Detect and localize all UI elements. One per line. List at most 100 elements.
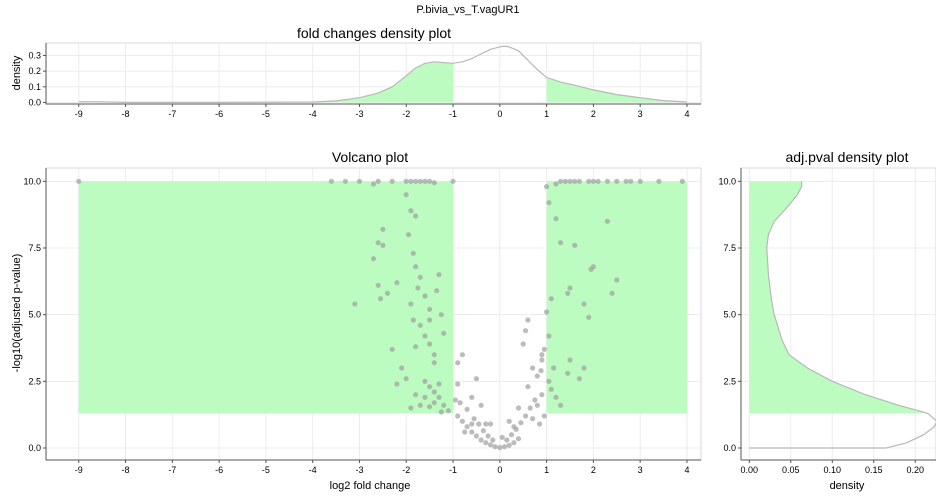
volcano-point: [427, 306, 433, 312]
volcano-point: [490, 437, 496, 443]
volcano-point: [492, 444, 498, 450]
volcano-point: [567, 285, 573, 291]
volcano-point: [370, 256, 377, 262]
volcano-point: [413, 178, 419, 184]
volcano-point: [520, 341, 526, 347]
volcano-point: [441, 330, 447, 336]
volcano-point: [572, 242, 578, 248]
volcano-x-tick-label: -2: [402, 465, 410, 475]
volcano-y-tick-label: 5.0: [28, 310, 41, 320]
volcano-point: [422, 378, 428, 384]
volcano-point: [576, 376, 583, 382]
volcano-point: [471, 416, 477, 422]
volcano-point: [614, 277, 620, 283]
volcano-point: [558, 240, 564, 246]
volcano-point: [352, 301, 358, 307]
volcano-point: [565, 290, 571, 296]
volcano-point: [399, 365, 405, 371]
volcano-y-tick-label: 2.5: [28, 376, 41, 386]
fold-density-y-tick-label: 0.3: [28, 51, 41, 61]
volcano-point: [480, 428, 486, 434]
fold-density-x-tick-label: 0: [497, 109, 502, 119]
volcano-point: [487, 442, 494, 448]
volcano-point: [581, 365, 587, 371]
volcano-point: [679, 178, 685, 184]
volcano-point: [417, 322, 423, 328]
volcano-point: [403, 178, 409, 184]
volcano-point: [459, 352, 465, 358]
volcano-point: [469, 394, 475, 400]
fold-density-y-tick-label: 0.1: [28, 82, 41, 92]
volcano-point: [455, 360, 461, 366]
fold-density-x-tick-label: -1: [449, 109, 457, 119]
volcano-x-tick-label: -7: [168, 465, 176, 475]
volcano-point: [572, 178, 578, 184]
volcano-point: [604, 178, 611, 184]
volcano-ylabel: -log10(adjusted p-value): [11, 254, 23, 373]
volcano-point: [501, 444, 508, 450]
volcano-point: [403, 376, 409, 382]
volcano-point: [546, 200, 552, 206]
volcano-point: [438, 312, 444, 318]
volcano-point: [427, 178, 433, 184]
fold-density-x-tick-label: -9: [75, 109, 83, 119]
volcano-point: [422, 178, 428, 184]
volcano-point: [567, 357, 573, 363]
pval-density-title: adj.pval density plot: [786, 149, 909, 165]
volcano-point: [590, 178, 597, 184]
volcano-point: [656, 178, 662, 184]
volcano-point: [413, 213, 419, 219]
volcano-point: [487, 421, 494, 427]
volcano-point: [389, 178, 395, 184]
volcano-point: [464, 424, 470, 430]
volcano-point: [538, 368, 544, 374]
volcano-point: [530, 416, 536, 422]
pval-density-xlabel: density: [830, 480, 865, 492]
volcano-point: [370, 181, 377, 187]
volcano-point: [614, 178, 620, 184]
volcano-point: [548, 296, 554, 302]
volcano-y-tick-label: 0.0: [28, 443, 41, 453]
volcano-point: [427, 341, 433, 347]
volcano-point: [523, 328, 529, 334]
volcano-point: [553, 181, 559, 187]
volcano-point: [403, 192, 409, 198]
volcano-point: [328, 178, 334, 184]
volcano-x-tick-label: 0: [497, 465, 502, 475]
volcano-point: [537, 421, 543, 427]
fold-density-x-tick-label: 3: [638, 109, 643, 119]
volcano-point: [485, 433, 491, 439]
volcano-point: [356, 178, 363, 184]
volcano-point: [408, 405, 414, 411]
volcano-point: [427, 317, 433, 323]
volcano-point: [469, 421, 475, 427]
volcano-point: [511, 440, 517, 446]
volcano-point: [455, 413, 461, 419]
volcano-point: [562, 178, 568, 184]
volcano-point: [515, 405, 522, 411]
volcano-point: [541, 413, 547, 419]
fold-density-x-tick-label: 4: [684, 109, 689, 119]
volcano-point: [375, 282, 381, 288]
pval-density-y-tick-label: 2.5: [723, 376, 736, 386]
volcano-x-tick-label: -9: [75, 465, 83, 475]
volcano-point: [604, 218, 611, 224]
volcano-point: [548, 386, 554, 392]
volcano-point: [375, 240, 381, 246]
pval-density-x-tick-label: 0.05: [782, 465, 800, 475]
volcano-point: [413, 392, 419, 398]
volcano-point: [455, 381, 461, 387]
volcano-point: [408, 208, 414, 214]
volcano-highlight-region: [546, 181, 687, 414]
volcano-point: [408, 301, 414, 307]
volcano-point: [413, 264, 419, 270]
pval-density-y-tick-label: 10.0: [718, 176, 736, 186]
volcano-point: [504, 437, 510, 443]
volcano-point: [375, 178, 381, 184]
pval-density-x-tick-label: 0.20: [906, 465, 924, 475]
volcano-point: [544, 184, 550, 190]
fold-density-x-tick-label: -5: [262, 109, 270, 119]
volcano-x-tick-label: -3: [355, 465, 363, 475]
volcano-point: [459, 418, 465, 424]
